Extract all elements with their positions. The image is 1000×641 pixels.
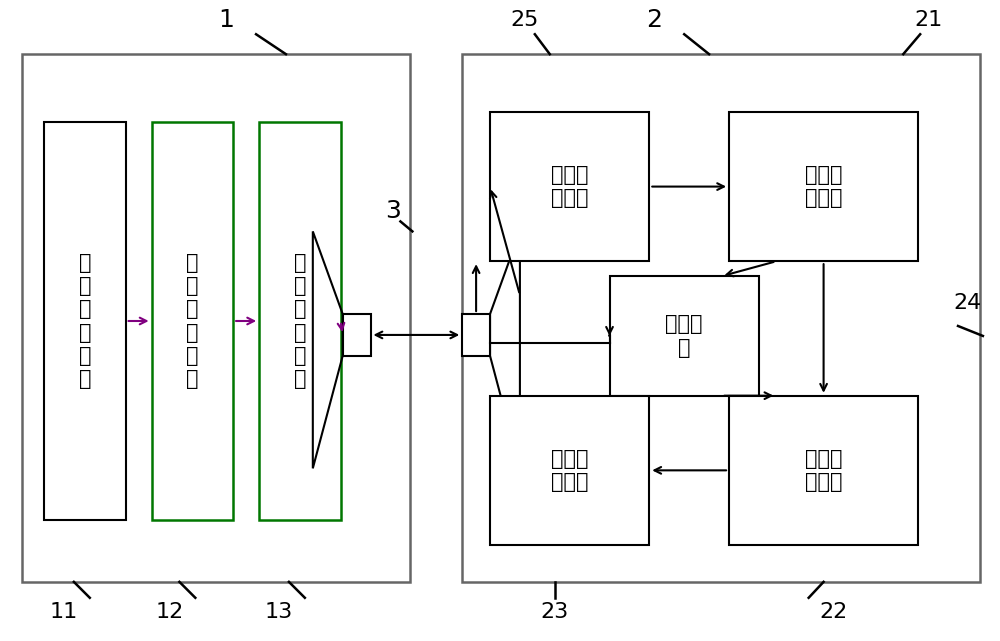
Text: 13: 13 <box>265 602 293 622</box>
Text: 数据存
储模块: 数据存 储模块 <box>551 449 588 492</box>
Text: 11: 11 <box>50 602 78 622</box>
Bar <box>462 314 490 356</box>
Text: 23: 23 <box>541 602 569 622</box>
Text: 图
像
缓
存
模
块: 图 像 缓 存 模 块 <box>294 253 306 389</box>
Text: 25: 25 <box>511 10 539 30</box>
Text: 3: 3 <box>386 199 401 224</box>
Text: 22: 22 <box>819 602 848 622</box>
Text: 12: 12 <box>155 602 184 622</box>
Bar <box>462 54 980 582</box>
Bar <box>729 395 918 545</box>
Text: 24: 24 <box>954 293 982 313</box>
Text: 数据识
别模块: 数据识 别模块 <box>805 165 842 208</box>
Bar <box>343 314 371 356</box>
Bar <box>44 122 126 520</box>
Text: 数据修
正模块: 数据修 正模块 <box>805 449 842 492</box>
Bar <box>152 122 233 520</box>
Text: 图
像
获
取
模
块: 图 像 获 取 模 块 <box>79 253 91 389</box>
Text: 21: 21 <box>914 10 942 30</box>
Text: 主控模
块: 主控模 块 <box>665 314 703 358</box>
Bar <box>729 112 918 262</box>
Bar <box>22 54 410 582</box>
Text: 2: 2 <box>646 8 662 32</box>
Bar <box>490 395 649 545</box>
Bar <box>610 276 759 395</box>
Text: 1: 1 <box>218 8 234 32</box>
Bar <box>490 112 649 262</box>
Bar <box>259 122 341 520</box>
Text: 图
像
压
缩
模
块: 图 像 压 缩 模 块 <box>186 253 199 389</box>
Text: 图像切
割模块: 图像切 割模块 <box>551 165 588 208</box>
